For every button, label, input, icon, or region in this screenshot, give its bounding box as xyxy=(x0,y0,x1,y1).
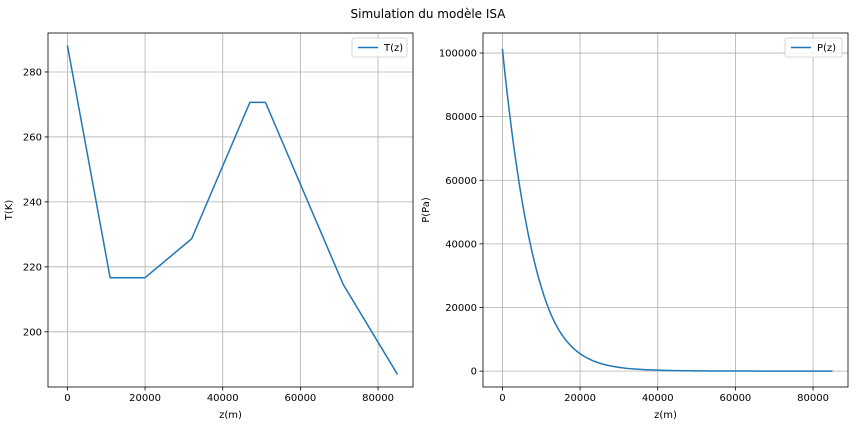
temperature-plot: 0 20000 40000 60000 80000 200 220 240 260 280 z(m)… xyxy=(4,32,414,421)
y-tick-label: 20000 xyxy=(445,303,477,314)
x-axis-label: z(m) xyxy=(219,410,242,421)
series-line-0 xyxy=(501,48,833,372)
axes-frame xyxy=(47,32,414,388)
y-tick-label: 240 xyxy=(23,197,42,208)
x-tick-label: 80000 xyxy=(797,393,829,404)
x-tick-label: 60000 xyxy=(719,393,751,404)
y-tick-label: 0 xyxy=(471,367,477,378)
x-tick-label: 60000 xyxy=(284,393,316,404)
y-tick-label: 260 xyxy=(23,132,42,143)
y-tick-label: 200 xyxy=(23,327,42,338)
legend-box xyxy=(351,37,408,58)
x-tick-label: 40000 xyxy=(207,393,239,404)
x-tick-label: 40000 xyxy=(642,393,674,404)
y-tick-label: 280 xyxy=(23,67,42,78)
y-tick-label: 80000 xyxy=(445,112,477,123)
x-tick-label: 20000 xyxy=(564,393,596,404)
legend-label: P(z) xyxy=(817,43,836,54)
axes-frame xyxy=(482,32,849,388)
figure-title: Simulation du modèle ISA xyxy=(351,7,507,21)
series-line-0 xyxy=(66,45,399,375)
x-tick-label: 0 xyxy=(499,393,505,404)
y-tick-label: 100000 xyxy=(439,49,477,60)
y-axis-label: P(Pa) xyxy=(421,197,432,223)
y-tick-label: 40000 xyxy=(445,239,477,250)
legend-box xyxy=(784,37,843,58)
x-tick-label: 20000 xyxy=(129,393,161,404)
x-tick-label: 0 xyxy=(64,393,70,404)
pressure-plot: 0 20000 40000 60000 80000 0 20000 40000 60000 800… xyxy=(421,32,849,421)
legend-label: T(z) xyxy=(383,43,403,54)
y-axis-label: T(K) xyxy=(4,200,15,222)
y-tick-label: 60000 xyxy=(445,176,477,187)
x-tick-label: 80000 xyxy=(362,393,394,404)
x-axis-label: z(m) xyxy=(654,410,677,421)
y-tick-label: 220 xyxy=(23,262,42,273)
